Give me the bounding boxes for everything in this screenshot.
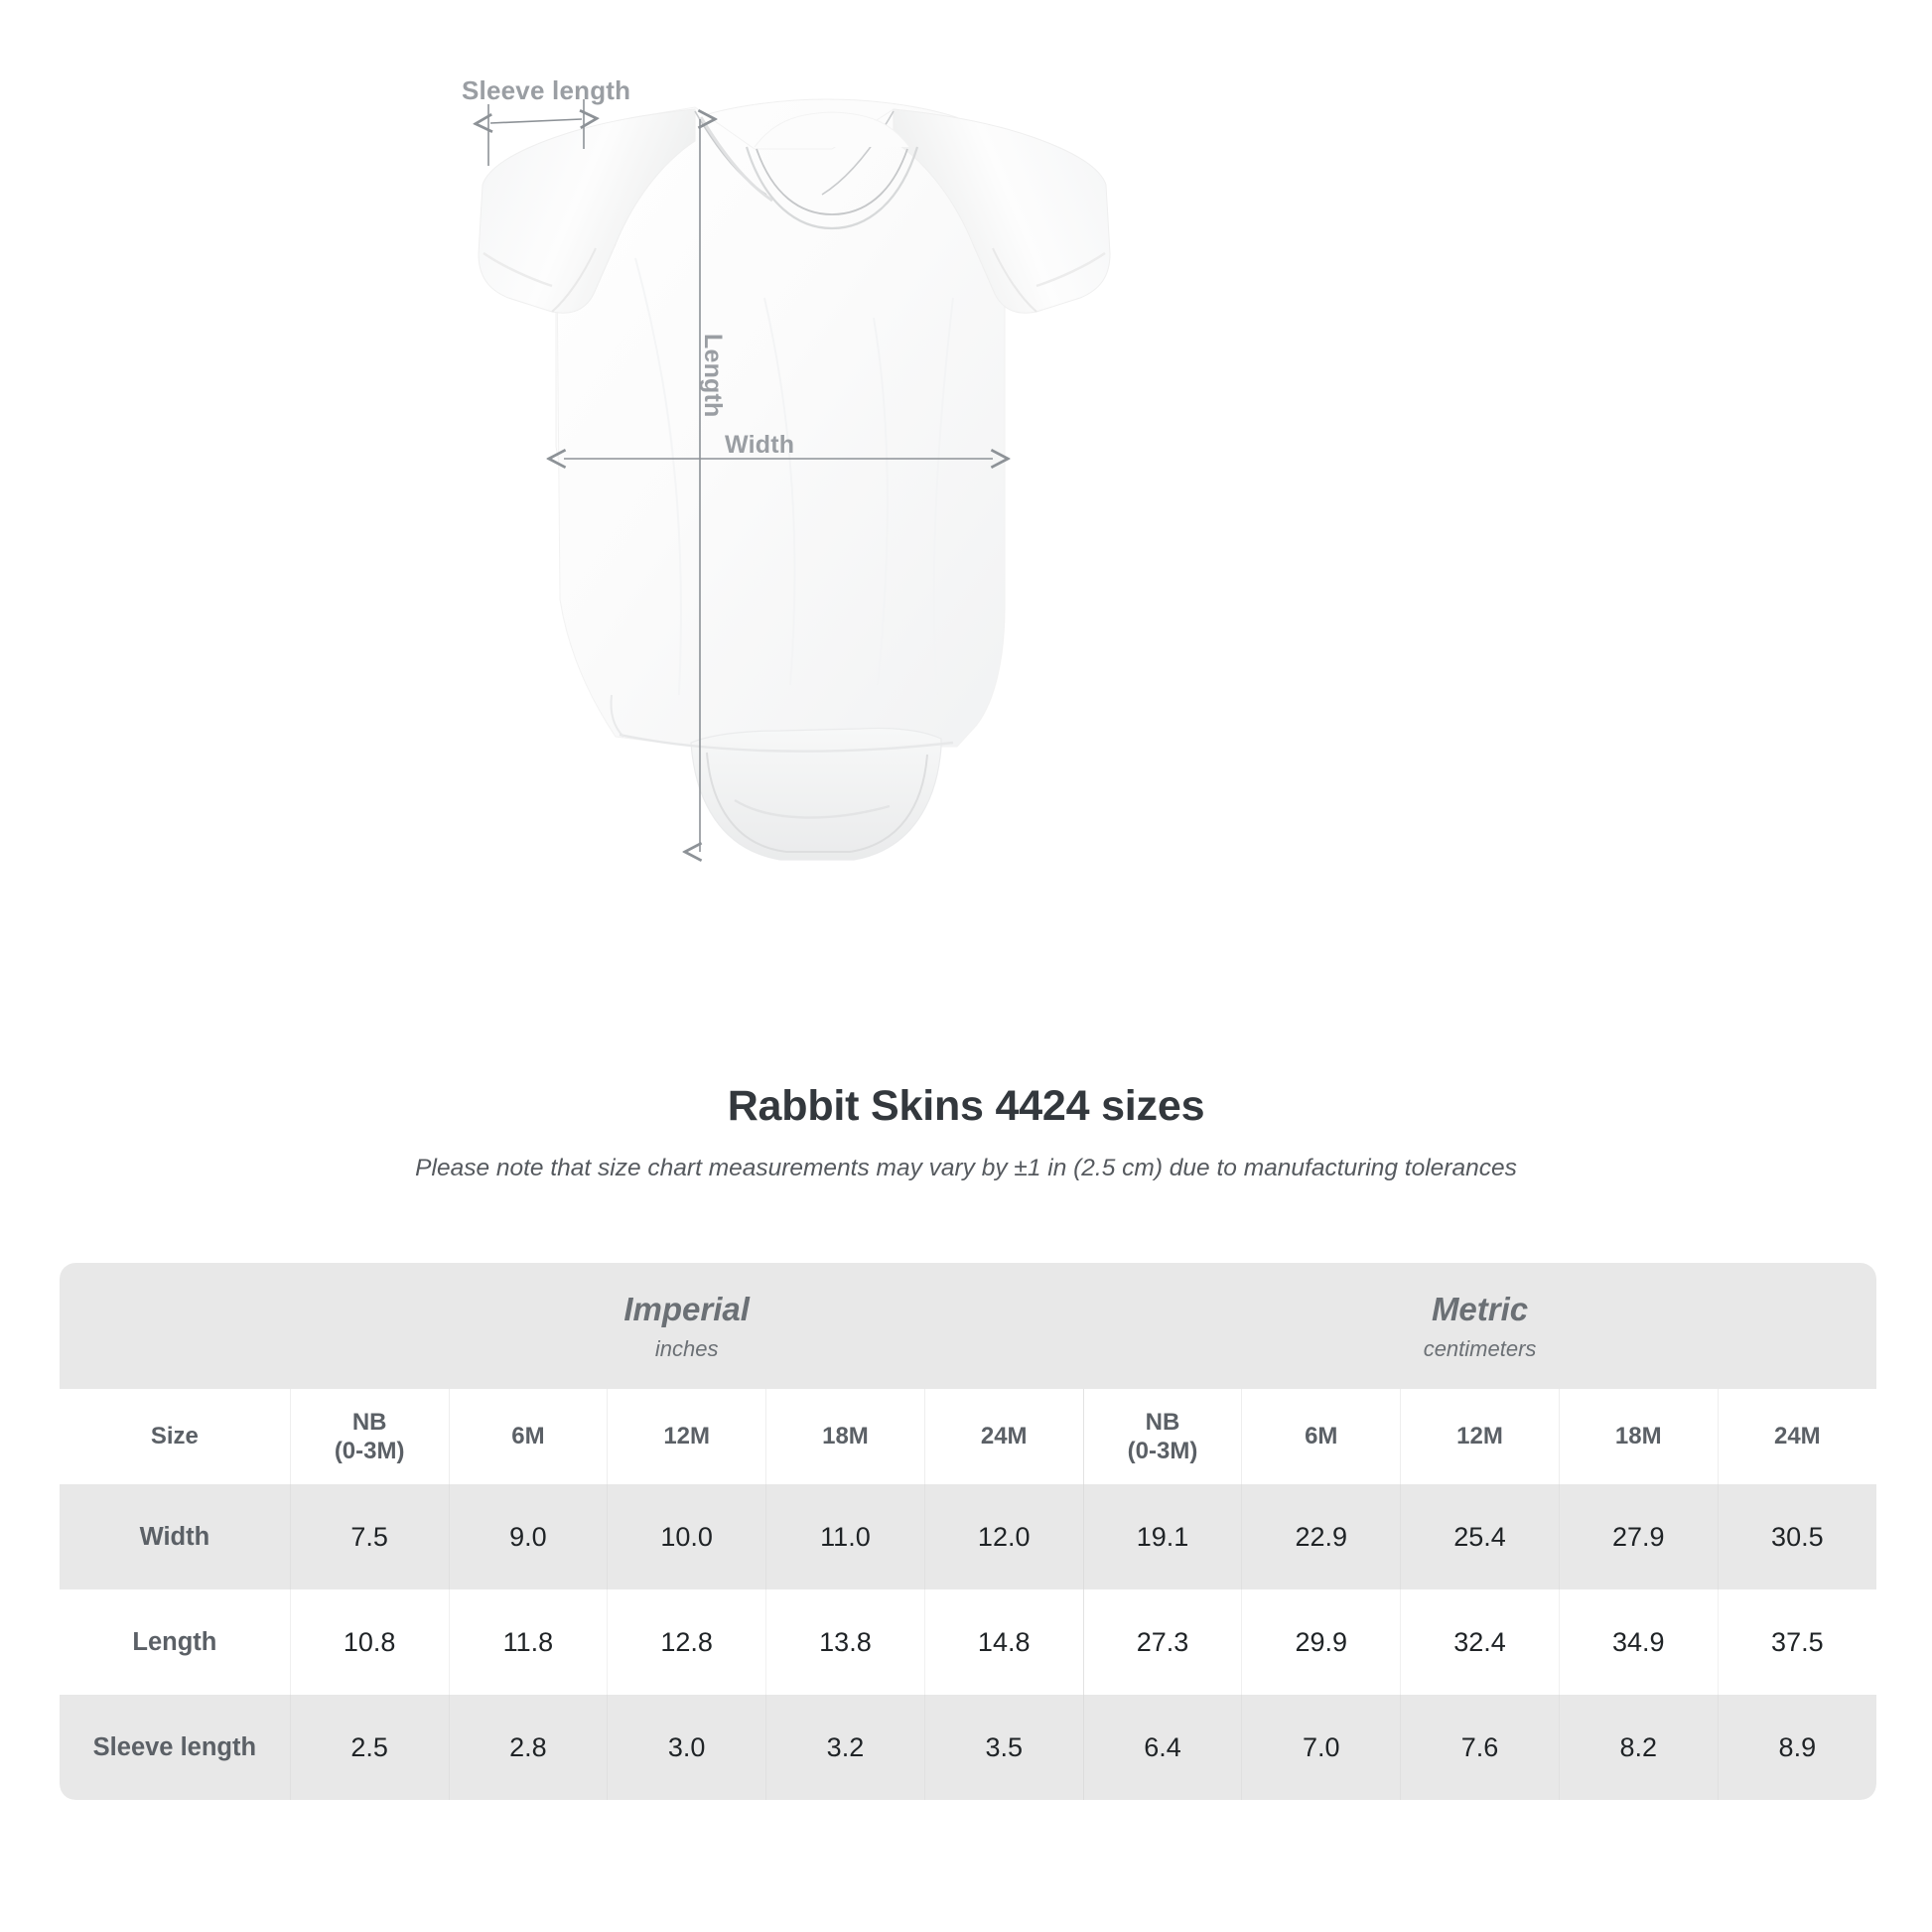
nb-primary-imperial: NB bbox=[351, 1408, 387, 1436]
cell-width-metric-12m: 25.4 bbox=[1400, 1484, 1560, 1589]
cell-length-imperial-18m: 13.8 bbox=[765, 1589, 925, 1695]
column-header-metric-12m: 12M bbox=[1400, 1389, 1560, 1484]
page-title: Rabbit Skins 4424 sizes bbox=[727, 1082, 1205, 1130]
cell-sleeve-imperial-18m: 3.2 bbox=[765, 1695, 925, 1800]
cell-length-imperial-6m: 11.8 bbox=[448, 1589, 608, 1695]
cell-width-metric-18m: 27.9 bbox=[1558, 1484, 1719, 1589]
hem-seams bbox=[610, 694, 954, 753]
column-header-metric-nb: NB (0-3M) bbox=[1082, 1389, 1242, 1484]
nb-secondary-metric: (0-3M) bbox=[1127, 1438, 1198, 1464]
cell-width-imperial-12m: 10.0 bbox=[607, 1484, 766, 1589]
cell-length-metric-6m: 29.9 bbox=[1241, 1589, 1401, 1695]
dimension-lines bbox=[488, 99, 993, 852]
column-header-imperial-24m: 24M bbox=[923, 1389, 1084, 1484]
cell-length-metric-24m: 37.5 bbox=[1717, 1589, 1876, 1695]
width-label: Width bbox=[725, 431, 795, 459]
cell-sleeve-metric-18m: 8.2 bbox=[1558, 1695, 1719, 1800]
column-header-metric-18m: 18M bbox=[1558, 1389, 1719, 1484]
column-header-imperial-18m: 18M bbox=[765, 1389, 925, 1484]
garment-illustration: Sleeve length Length Width bbox=[0, 75, 1111, 1092]
group-unit-imperial: inches bbox=[654, 1335, 719, 1361]
cell-length-metric-nb: 27.3 bbox=[1082, 1589, 1242, 1695]
cell-sleeve-imperial-24m: 3.5 bbox=[923, 1695, 1084, 1800]
group-header-spacer bbox=[60, 1263, 291, 1389]
column-header-metric-6m: 6M bbox=[1241, 1389, 1401, 1484]
column-header-imperial-12m: 12M bbox=[607, 1389, 766, 1484]
nb-primary-metric: NB bbox=[1145, 1408, 1180, 1436]
row-label-sleeve-length: Sleeve length bbox=[60, 1695, 291, 1800]
cell-sleeve-imperial-6m: 2.8 bbox=[448, 1695, 608, 1800]
cell-length-imperial-24m: 14.8 bbox=[923, 1589, 1084, 1695]
column-header-size: Size bbox=[60, 1389, 291, 1484]
group-unit-metric: centimeters bbox=[1423, 1335, 1537, 1361]
cell-sleeve-metric-24m: 8.9 bbox=[1717, 1695, 1876, 1800]
cell-sleeve-imperial-nb: 2.5 bbox=[289, 1695, 450, 1800]
cell-length-metric-12m: 32.4 bbox=[1400, 1589, 1560, 1695]
length-label: Length bbox=[699, 334, 727, 418]
sleeve-length-arrow bbox=[490, 119, 582, 123]
cell-width-imperial-18m: 11.0 bbox=[765, 1484, 925, 1589]
column-header-imperial-nb: NB (0-3M) bbox=[289, 1389, 450, 1484]
cell-sleeve-metric-6m: 7.0 bbox=[1241, 1695, 1401, 1800]
sleeve-length-label: Sleeve length bbox=[462, 75, 631, 105]
cell-width-metric-6m: 22.9 bbox=[1241, 1484, 1401, 1589]
group-title-imperial: Imperial bbox=[623, 1290, 750, 1327]
table-row: Length 10.8 11.8 12.8 13.8 14.8 27.3 29.… bbox=[60, 1589, 1876, 1695]
column-header-imperial-6m: 6M bbox=[448, 1389, 608, 1484]
group-title-metric: Metric bbox=[1431, 1290, 1529, 1327]
unit-group-header-row: Imperial inches Metric centimeters bbox=[60, 1263, 1876, 1389]
cell-length-imperial-nb: 10.8 bbox=[289, 1589, 450, 1695]
cell-width-imperial-nb: 7.5 bbox=[289, 1484, 450, 1589]
cell-width-metric-24m: 30.5 bbox=[1717, 1484, 1876, 1589]
crotch-snap-panel bbox=[690, 727, 942, 861]
bodysuit-diagram bbox=[0, 98, 1111, 1092]
cell-sleeve-imperial-12m: 3.0 bbox=[607, 1695, 766, 1800]
size-header-row: Size NB (0-3M) 6M 12M 18M 24M NB (0-3M) … bbox=[60, 1389, 1876, 1484]
cell-sleeve-metric-12m: 7.6 bbox=[1400, 1695, 1560, 1800]
right-sleeve bbox=[893, 108, 1111, 314]
tolerance-note: Please note that size chart measurements… bbox=[415, 1155, 1517, 1181]
size-table-container: Imperial inches Metric centimeters Size … bbox=[60, 1263, 1876, 1800]
group-header-imperial: Imperial inches bbox=[290, 1263, 1084, 1389]
title-block: Rabbit Skins 4424 sizes Please note that… bbox=[0, 1082, 1932, 1182]
cell-length-imperial-12m: 12.8 bbox=[607, 1589, 766, 1695]
size-table: Imperial inches Metric centimeters Size … bbox=[60, 1263, 1876, 1800]
column-header-metric-24m: 24M bbox=[1717, 1389, 1876, 1484]
cell-length-metric-18m: 34.9 bbox=[1558, 1589, 1719, 1695]
row-label-width: Width bbox=[60, 1484, 291, 1589]
nb-secondary-imperial: (0-3M) bbox=[334, 1438, 405, 1464]
cell-width-imperial-24m: 12.0 bbox=[923, 1484, 1084, 1589]
table-row: Sleeve length 2.5 2.8 3.0 3.2 3.5 6.4 7.… bbox=[60, 1695, 1876, 1800]
table-row: Width 7.5 9.0 10.0 11.0 12.0 19.1 22.9 2… bbox=[60, 1484, 1876, 1589]
group-header-metric: Metric centimeters bbox=[1083, 1263, 1876, 1389]
bodysuit-body bbox=[555, 98, 1006, 785]
neckline bbox=[745, 111, 919, 230]
cell-width-metric-nb: 19.1 bbox=[1082, 1484, 1242, 1589]
row-label-length: Length bbox=[60, 1589, 291, 1695]
cell-sleeve-metric-nb: 6.4 bbox=[1082, 1695, 1242, 1800]
cell-width-imperial-6m: 9.0 bbox=[448, 1484, 608, 1589]
